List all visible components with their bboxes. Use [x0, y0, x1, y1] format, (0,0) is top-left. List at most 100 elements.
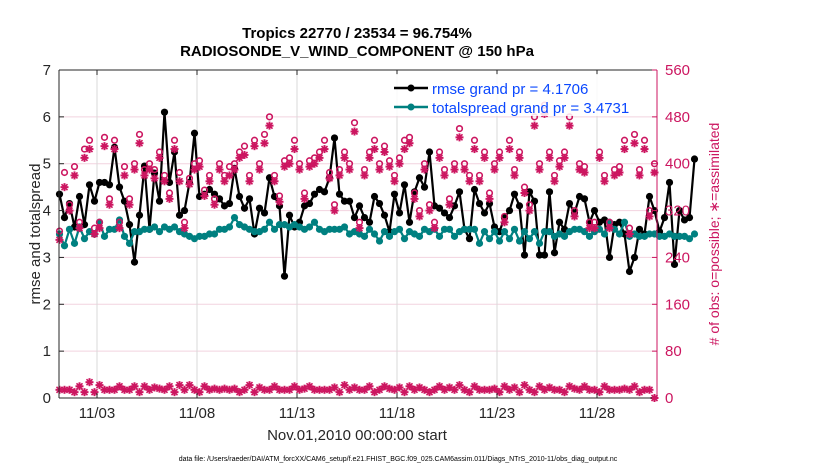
- y2-tick-label: 480: [665, 109, 690, 126]
- totalspread-point: [485, 235, 494, 243]
- totalspread-point: [80, 235, 89, 243]
- nobs_assimilated_upper-point: [110, 145, 119, 154]
- y-tick-label: 7: [43, 62, 51, 79]
- nobs_possible_upper-point: [135, 130, 144, 139]
- nobs_assimilated_lower-point: [535, 382, 544, 391]
- nobs_possible_upper-point: [265, 113, 274, 121]
- rmse-point: [580, 195, 589, 203]
- rmse-point: [320, 188, 329, 196]
- nobs_assimilated_lower-point: [80, 388, 89, 397]
- rmse-point: [590, 206, 599, 215]
- rmse-point: [670, 260, 679, 269]
- nobs_assimilated_upper-point: [365, 153, 374, 162]
- nobs_assimilated_lower-point: [485, 385, 494, 394]
- nobs_assimilated_upper-point: [385, 162, 394, 171]
- nobs_possible_upper-point: [70, 163, 79, 171]
- nobs_assimilated_upper-point: [320, 145, 329, 154]
- rmse-point: [445, 214, 454, 222]
- totalspread-point: [375, 237, 384, 245]
- y2-tick-label: 80: [665, 343, 682, 360]
- totalspread-point: [635, 232, 644, 240]
- nobs_assimilated_lower-point: [580, 382, 589, 391]
- y2-tick-label: 560: [665, 62, 690, 79]
- rmse-point: [245, 195, 254, 203]
- nobs_assimilated_lower-point: [630, 382, 639, 391]
- nobs_assimilated_upper-point: [90, 230, 99, 238]
- tick-layer: 0 1 2 3 4 5 6 7 0 80 160 240 320 400 480 560 11/03 11/08 1…: [43, 62, 690, 422]
- totalspread-point: [265, 218, 274, 226]
- rmse-point: [215, 195, 224, 203]
- nobs_assimilated_upper-point: [490, 165, 499, 174]
- nobs_assimilated_lower-point: [135, 388, 144, 397]
- rmse-point: [535, 251, 544, 259]
- totalspread-point: [520, 228, 529, 236]
- rmse-point: [440, 209, 449, 217]
- totalspread-point: [475, 239, 484, 247]
- rmse-point: [405, 218, 414, 226]
- nobs_assimilated_lower-point: [530, 388, 539, 397]
- nobs_possible_upper-point: [620, 136, 629, 144]
- rmse-point: [115, 183, 124, 191]
- rmse-point: [465, 235, 474, 243]
- totalspread-point: [600, 230, 609, 238]
- totalspread-point: [65, 225, 74, 233]
- series-rmse: [55, 108, 699, 280]
- totalspread-point: [310, 218, 319, 226]
- rmse-point: [180, 206, 189, 215]
- nobs_assimilated_upper-point: [145, 165, 154, 174]
- totalspread-point: [435, 232, 444, 240]
- nobs_assimilated_lower-point: [245, 381, 254, 390]
- totalspread-point: [530, 228, 539, 236]
- totalspread-point: [690, 230, 699, 238]
- y-tick-label: 1: [43, 343, 51, 360]
- nobs_possible_upper-point: [630, 130, 639, 139]
- nobs_assimilated_upper-point: [80, 153, 89, 162]
- totalspread-point: [270, 225, 279, 233]
- rmse-point: [530, 197, 539, 205]
- rmse-point: [130, 258, 139, 266]
- nobs_assimilated_lower-point: [285, 385, 294, 394]
- rmse-point: [165, 178, 174, 187]
- totalspread-point: [400, 235, 409, 243]
- nobs_possible_upper-point: [240, 142, 249, 150]
- nobs_assimilated_upper-point: [225, 171, 234, 180]
- nobs_assimilated_lower-point: [365, 382, 374, 391]
- rmse-point: [520, 251, 529, 259]
- nobs_possible_upper-point: [60, 168, 69, 177]
- chart-title: Tropics 22770 / 23534 = 96.754%: [242, 25, 472, 42]
- rmse-point: [380, 211, 389, 219]
- rmse-point: [515, 202, 524, 210]
- nobs_assimilated_lower-point: [360, 385, 369, 394]
- data-file-footer: data file: /Users/raeder/DAI/ATM_forcXX/…: [179, 456, 618, 463]
- nobs_assimilated_upper-point: [535, 165, 544, 174]
- y-tick-label: 4: [43, 203, 51, 220]
- totalspread-point: [490, 228, 499, 236]
- rmse-point: [370, 192, 379, 201]
- nobs_assimilated_lower-point: [270, 382, 279, 391]
- series-nobs_assimilated_upper: [55, 109, 659, 244]
- nobs_assimilated_upper-point: [175, 177, 184, 186]
- rmse-point: [60, 214, 69, 222]
- nobs_assimilated_upper-point: [445, 200, 454, 209]
- rmse-point: [345, 197, 354, 205]
- nobs_assimilated_upper-point: [360, 171, 369, 180]
- totalspread-point: [470, 225, 479, 233]
- rmse-point: [260, 209, 269, 217]
- rmse-point: [375, 199, 384, 208]
- nobs_assimilated_upper-point: [215, 165, 224, 174]
- nobs_assimilated_upper-point: [390, 177, 399, 186]
- x-tick-label: 11/08: [179, 405, 215, 422]
- nobs_assimilated_upper-point: [350, 127, 359, 136]
- y2-tick-label: 0: [665, 390, 673, 407]
- rmse-point: [645, 192, 654, 201]
- nobs_assimilated_upper-point: [520, 189, 529, 197]
- nobs_assimilated_upper-point: [210, 200, 219, 209]
- nobs_assimilated_lower-point: [375, 385, 384, 394]
- nobs_assimilated_upper-point: [125, 200, 134, 209]
- totalspread-point: [365, 225, 374, 233]
- nobs_assimilated_upper-point: [160, 177, 169, 186]
- nobs_assimilated_lower-point: [170, 388, 179, 397]
- totalspread-point: [340, 223, 349, 231]
- y2-tick-label: 240: [665, 249, 690, 266]
- rmse-point: [690, 155, 699, 163]
